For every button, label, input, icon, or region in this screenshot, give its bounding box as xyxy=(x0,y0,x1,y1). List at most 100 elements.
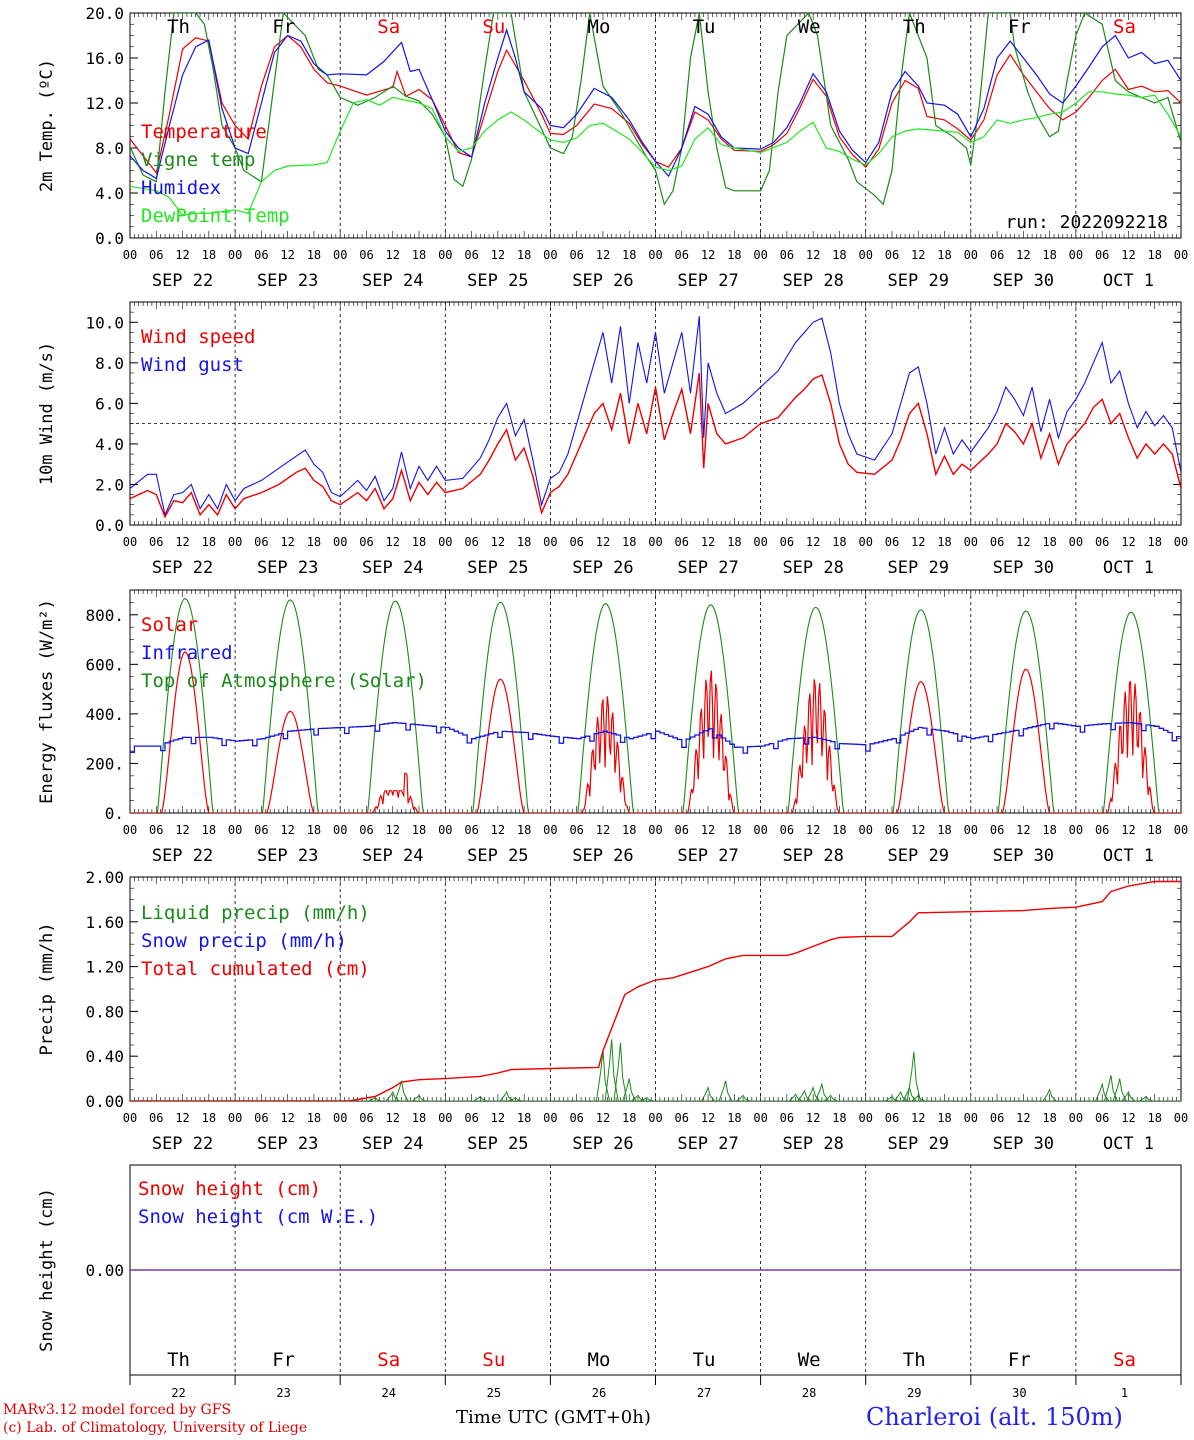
hour-tick-label: 06 xyxy=(780,1111,794,1125)
hour-tick-label: 00 xyxy=(1069,248,1083,262)
weekday-label-bottom: Su xyxy=(482,1349,505,1371)
day-number: 30 xyxy=(1012,1386,1026,1400)
hour-tick-label: 18 xyxy=(937,1111,951,1125)
hour-tick-label: 18 xyxy=(937,535,951,549)
liquid-precip-spike xyxy=(718,1080,733,1101)
date-label: SEP 23 xyxy=(257,271,318,291)
date-label: SEP 24 xyxy=(362,558,423,578)
day-number: 26 xyxy=(592,1386,606,1400)
hour-tick-label: 12 xyxy=(596,248,610,262)
solar-day xyxy=(1075,680,1181,813)
date-label: SEP 28 xyxy=(782,1134,843,1154)
liquid-precip-spike xyxy=(1042,1088,1057,1101)
date-label: SEP 22 xyxy=(152,558,213,578)
date-label: SEP 23 xyxy=(257,1134,318,1154)
series-infrared xyxy=(130,721,1181,754)
hour-tick-label: 00 xyxy=(648,823,662,837)
date-label: SEP 30 xyxy=(993,271,1054,291)
hour-tick-label: 18 xyxy=(517,535,531,549)
toa-solar-day xyxy=(655,604,761,813)
legend-0: Snow height (cm) xyxy=(138,1178,321,1200)
liquid-precip-spike xyxy=(508,1096,523,1101)
hour-tick-label: 06 xyxy=(675,248,689,262)
hour-tick-label: 12 xyxy=(1121,535,1135,549)
credit-line-2: (c) Lab. of Climatology, University of L… xyxy=(3,1420,308,1436)
legend-1: Wind gust xyxy=(141,354,244,376)
series-group xyxy=(130,880,1181,1101)
hour-tick-label: 00 xyxy=(1174,1111,1188,1125)
hour-tick-label: 18 xyxy=(412,1111,426,1125)
y-tick-label: 2.0 xyxy=(95,475,124,494)
hour-tick-label: 00 xyxy=(438,248,452,262)
date-label: SEP 27 xyxy=(677,271,738,291)
day-number: 22 xyxy=(171,1386,185,1400)
weekday-label-top: Sa xyxy=(377,16,400,38)
date-label: SEP 29 xyxy=(888,558,949,578)
hour-tick-label: 00 xyxy=(543,248,557,262)
hour-tick-label: 06 xyxy=(254,823,268,837)
hour-tick-label: 12 xyxy=(491,535,505,549)
y-tick-label: 16.0 xyxy=(85,49,124,68)
hour-tick-label: 00 xyxy=(228,823,242,837)
date-label: SEP 25 xyxy=(467,846,528,866)
date-label: SEP 26 xyxy=(572,271,633,291)
hour-tick-label: 18 xyxy=(937,823,951,837)
hour-tick-label: 12 xyxy=(701,535,715,549)
liquid-precip-spike xyxy=(499,1090,514,1101)
hour-tick-label: 06 xyxy=(780,535,794,549)
solar-day xyxy=(970,668,1076,813)
hour-tick-label: 00 xyxy=(964,823,978,837)
hour-tick-label: 18 xyxy=(832,535,846,549)
date-label: OCT 1 xyxy=(1103,1134,1154,1154)
liquid-precip-spike xyxy=(394,1080,409,1101)
hour-tick-label: 18 xyxy=(307,535,321,549)
date-label: SEP 30 xyxy=(993,846,1054,866)
y-tick-label: 200. xyxy=(85,754,124,773)
y-tick-label: 10.0 xyxy=(85,313,124,332)
hour-tick-label: 12 xyxy=(280,535,294,549)
liquid-precip-spike xyxy=(1121,1090,1136,1101)
date-label: SEP 27 xyxy=(677,1134,738,1154)
hour-tick-label: 18 xyxy=(202,535,216,549)
series-blue xyxy=(130,27,1181,180)
legend-1: Infrared xyxy=(141,642,233,664)
weekday-label-bottom: We xyxy=(798,1349,821,1371)
hour-tick-label: 00 xyxy=(858,1111,872,1125)
y-tick-label: 0. xyxy=(105,804,124,823)
hour-tick-label: 12 xyxy=(386,1111,400,1125)
hour-tick-label: 06 xyxy=(149,248,163,262)
hour-tick-label: 12 xyxy=(911,823,925,837)
y-tick-label: 800. xyxy=(85,606,124,625)
weekday-label-top: Fr xyxy=(272,16,295,38)
hour-tick-label: 00 xyxy=(753,1111,767,1125)
liquid-precip-spike xyxy=(823,1094,838,1101)
hour-tick-label: 18 xyxy=(412,248,426,262)
hour-tick-label: 12 xyxy=(1016,823,1030,837)
series-group xyxy=(130,316,1181,519)
hour-tick-label: 06 xyxy=(149,823,163,837)
date-label: SEP 24 xyxy=(362,846,423,866)
hour-tick-label: 18 xyxy=(307,248,321,262)
liquid-precip-spike xyxy=(906,1051,921,1101)
legend-2: Top of Atmosphere (Solar) xyxy=(141,670,427,692)
hour-tick-label: 18 xyxy=(727,1111,741,1125)
hour-tick-label: 06 xyxy=(254,1111,268,1125)
hour-tick-label: 00 xyxy=(1174,823,1188,837)
hour-tick-label: 06 xyxy=(359,823,373,837)
hour-tick-label: 12 xyxy=(280,1111,294,1125)
hour-tick-label: 06 xyxy=(780,823,794,837)
toa-solar-day xyxy=(760,606,866,813)
panel-5: 0.00 Snow height (cm) Snow height (cm) Snow… xyxy=(37,1164,1182,1376)
series-lightgreen xyxy=(130,91,1181,217)
y-tick-label: 1.60 xyxy=(85,913,124,932)
hour-tick-label: 12 xyxy=(175,248,189,262)
series-wind-speed xyxy=(130,372,1181,519)
date-label: SEP 23 xyxy=(257,558,318,578)
hour-tick-label: 12 xyxy=(806,248,820,262)
weekday-label-top: Th xyxy=(903,16,926,38)
day-number: 29 xyxy=(907,1386,921,1400)
hour-tick-label: 00 xyxy=(123,535,137,549)
hour-tick-label: 18 xyxy=(727,823,741,837)
date-label: SEP 28 xyxy=(782,271,843,291)
hour-tick-label: 12 xyxy=(701,248,715,262)
